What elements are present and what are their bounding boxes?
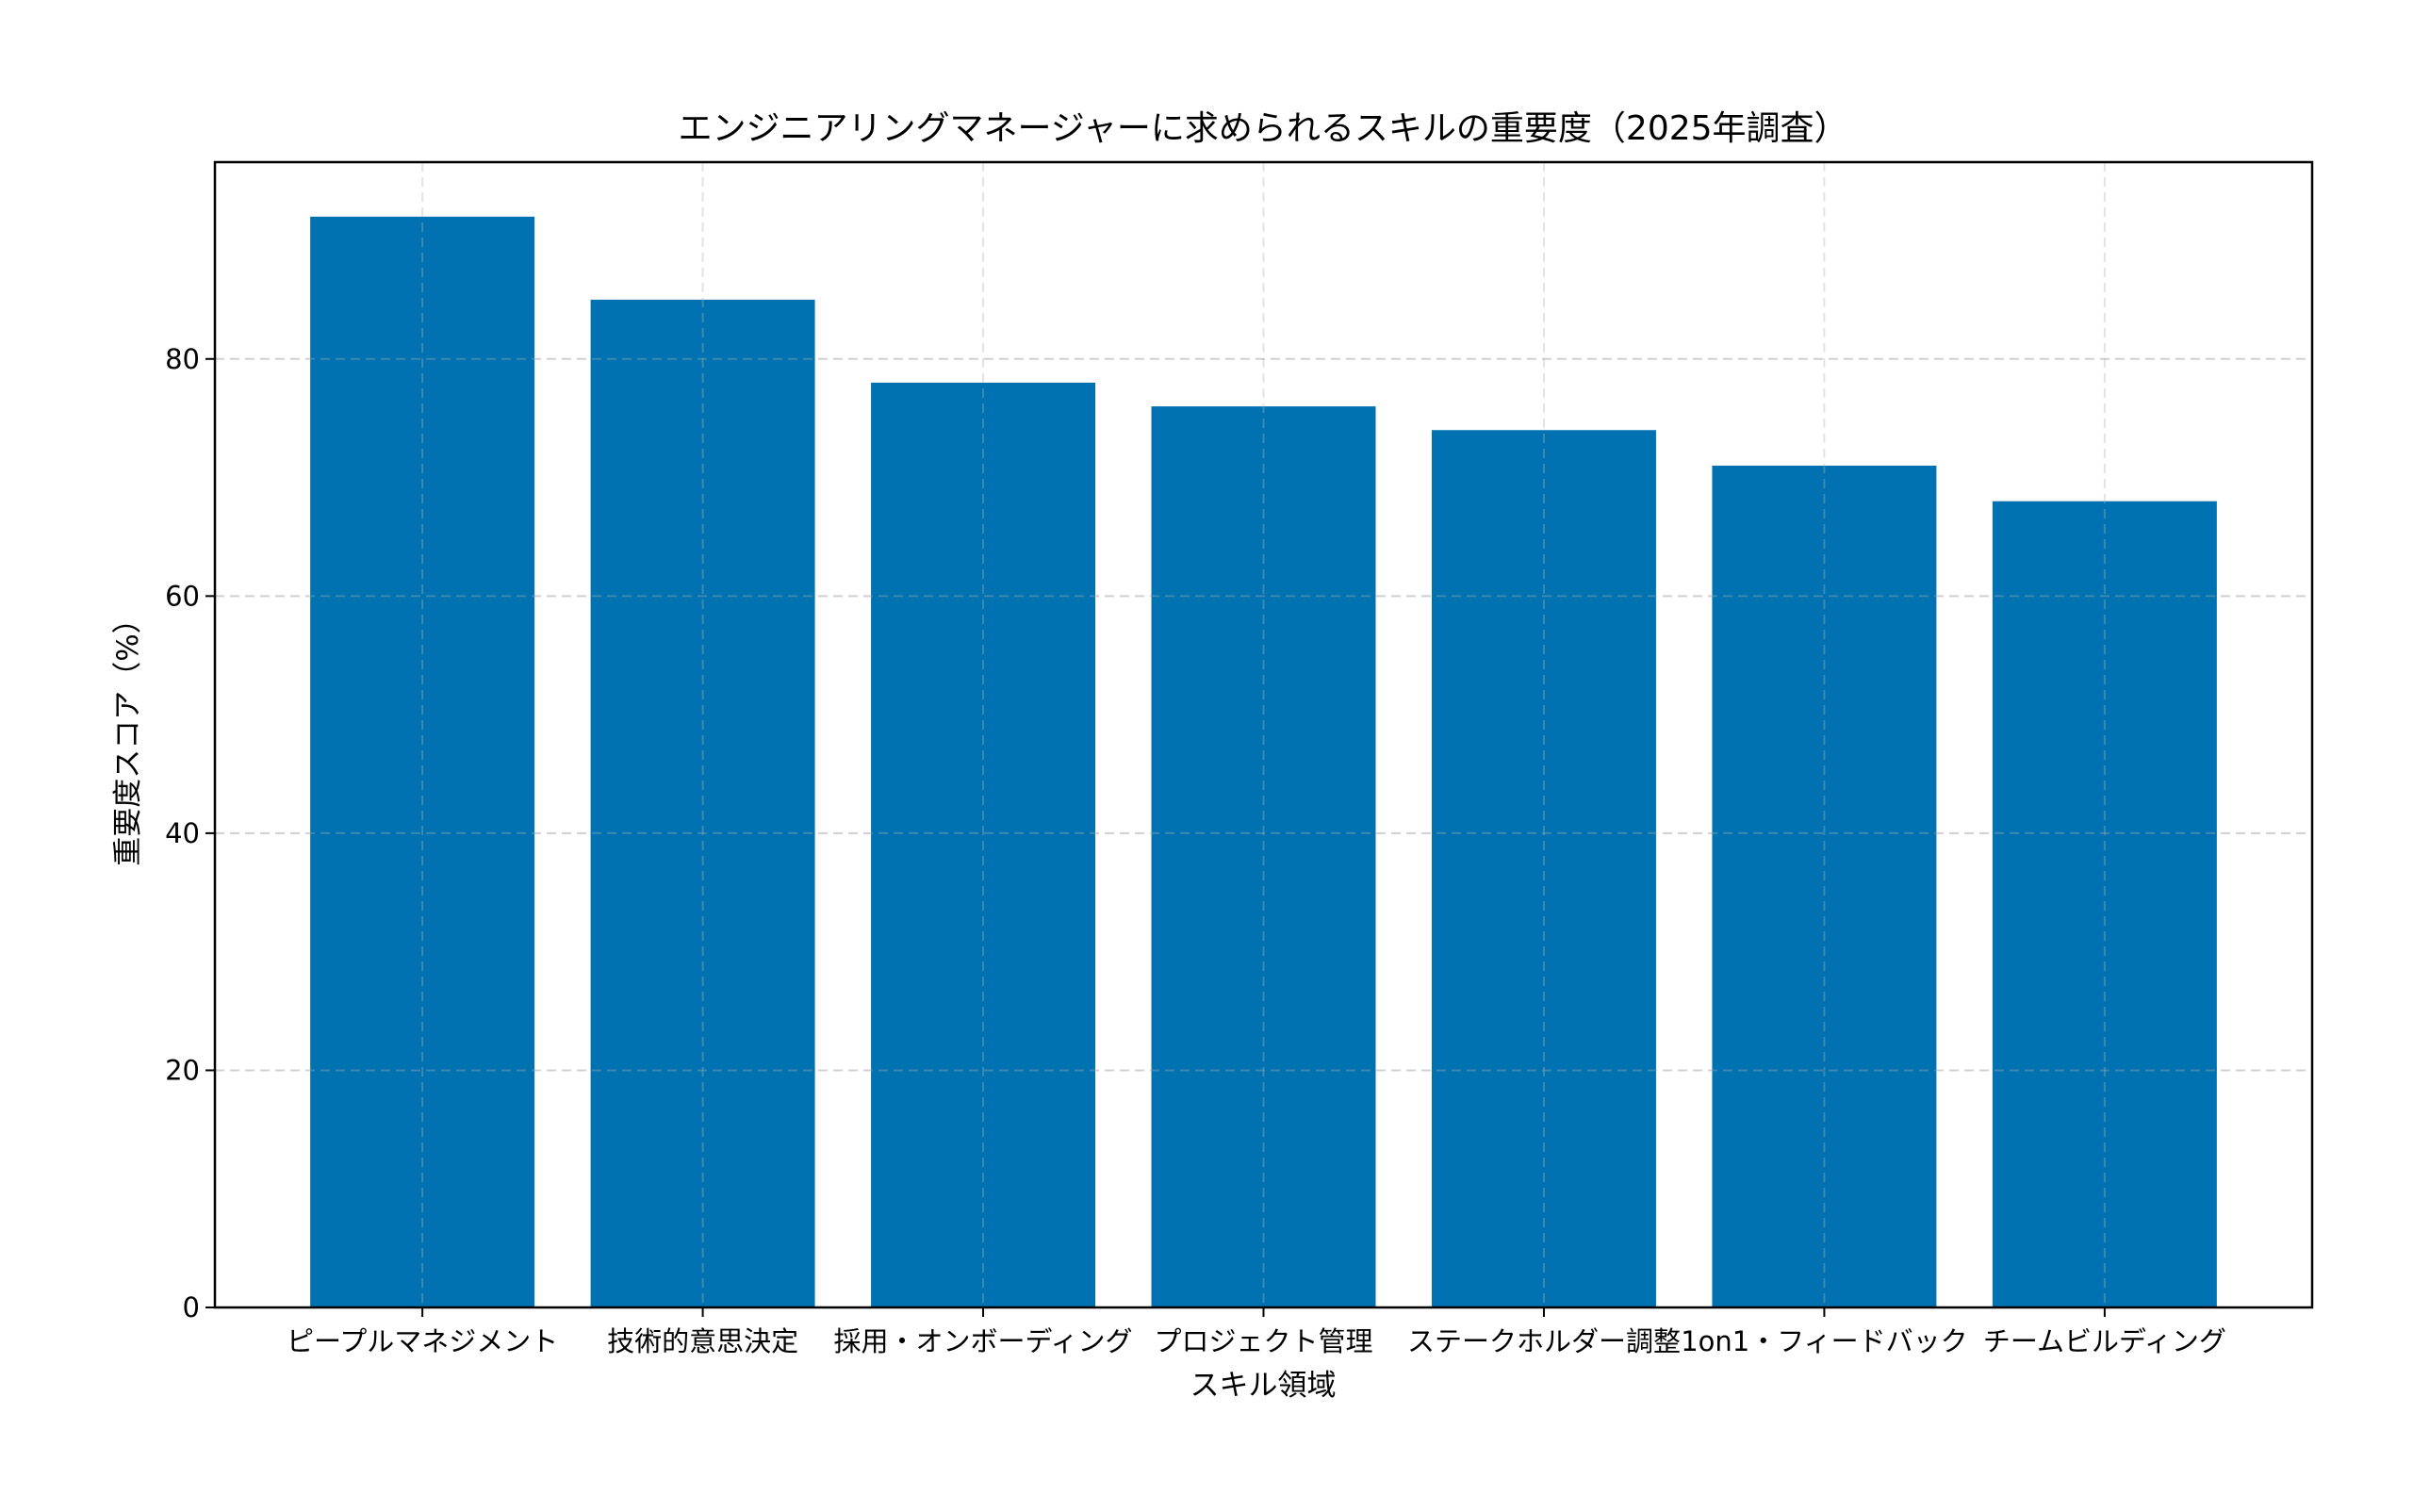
y-axis-label: 重要度スコア（%）	[111, 604, 145, 865]
x-tick-label: ステークホルダー調整	[1407, 1325, 1681, 1357]
y-axis-ticks: 0 20 40 60 80	[165, 343, 215, 1323]
x-tick-label: プロジェクト管理	[1154, 1325, 1372, 1357]
bar	[590, 299, 815, 1307]
y-tick-label: 40	[165, 817, 200, 849]
bar	[1431, 430, 1656, 1308]
bar	[1712, 465, 1937, 1308]
x-axis-label: スキル領域	[1190, 1369, 1337, 1403]
y-tick-label: 0	[183, 1291, 200, 1323]
x-tick-label: 1on1・フィードバック	[1681, 1325, 1967, 1357]
x-axis-ticks: ピープルマネジメント 技術的意思決定 採用・オンボーディング プロジェクト管理 ステーク…	[287, 1307, 2226, 1357]
y-tick-label: 20	[165, 1054, 200, 1086]
chart-title: エンジニアリングマネージャーに求められるスキルの重要度（2025年調査）	[678, 109, 1847, 148]
bar	[1992, 501, 2217, 1307]
x-tick-label: 採用・オンボーディング	[834, 1325, 1133, 1357]
bar	[310, 216, 535, 1307]
x-tick-label: ピープルマネジメント	[287, 1325, 558, 1357]
bar	[1151, 406, 1376, 1307]
bars	[310, 216, 2217, 1308]
bar	[871, 382, 1096, 1307]
y-tick-label: 60	[165, 580, 200, 612]
x-tick-label: 技術的意思決定	[607, 1325, 798, 1357]
y-tick-label: 80	[165, 343, 200, 375]
x-tick-label: チームビルディング	[1983, 1325, 2226, 1357]
